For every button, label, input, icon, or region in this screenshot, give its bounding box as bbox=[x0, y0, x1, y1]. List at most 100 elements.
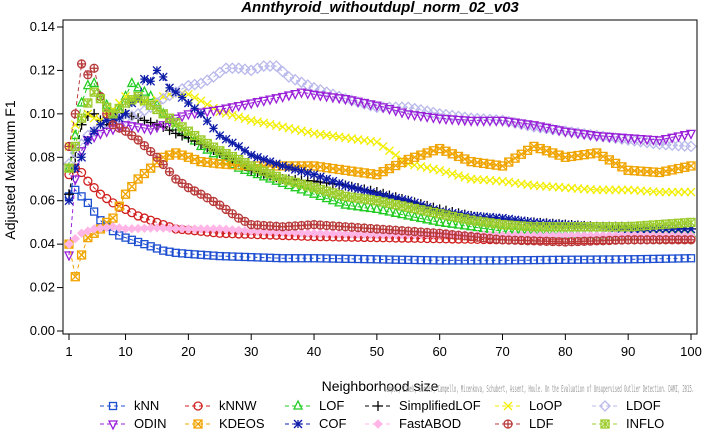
point-cof bbox=[196, 109, 206, 119]
legend-label: ODIN bbox=[134, 416, 167, 431]
x-axis-label: Neighborhood size bbox=[322, 378, 439, 394]
point-odin bbox=[641, 135, 653, 146]
point-loop bbox=[673, 187, 683, 197]
point-loop bbox=[617, 185, 627, 195]
point-knn bbox=[89, 207, 99, 216]
point-loop bbox=[240, 114, 250, 124]
point-fastabod bbox=[114, 223, 124, 233]
point-lof bbox=[346, 199, 357, 210]
point-odin bbox=[252, 98, 263, 109]
point-knn bbox=[184, 249, 193, 259]
point-cof bbox=[309, 170, 319, 180]
point-knn bbox=[190, 250, 199, 259]
point-cof bbox=[353, 184, 363, 194]
x-tick-label: 60 bbox=[432, 344, 446, 359]
point-odin bbox=[63, 251, 75, 262]
point-odin bbox=[497, 116, 508, 127]
point-fastabod bbox=[145, 223, 156, 233]
point-loop bbox=[441, 167, 451, 177]
point-knn bbox=[127, 235, 136, 244]
point-odin bbox=[579, 130, 590, 141]
point-odin bbox=[239, 100, 250, 111]
point-knnw bbox=[108, 198, 118, 208]
point-ldf bbox=[127, 130, 137, 141]
point-cof bbox=[202, 116, 212, 126]
point-ldof bbox=[245, 64, 258, 77]
point-knn bbox=[573, 255, 583, 264]
point-loop bbox=[686, 187, 696, 197]
point-fastabod bbox=[303, 228, 313, 238]
series-loop bbox=[64, 87, 696, 197]
point-fastabod bbox=[171, 223, 181, 234]
point-knn bbox=[77, 192, 86, 201]
point-odin bbox=[258, 96, 269, 107]
point-cof bbox=[146, 76, 156, 86]
point-fastabod bbox=[334, 229, 344, 239]
point-knn bbox=[278, 254, 287, 263]
legend-marker-kdeos bbox=[193, 419, 203, 429]
point-lof bbox=[139, 85, 150, 96]
point-knn bbox=[391, 255, 400, 264]
point-knn bbox=[498, 256, 507, 265]
point-knn bbox=[611, 255, 620, 264]
legend-marker-ldf bbox=[503, 419, 513, 429]
point-lof bbox=[384, 205, 395, 216]
point-fastabod bbox=[246, 226, 256, 236]
point-odin bbox=[390, 106, 401, 117]
point-fastabod bbox=[340, 229, 351, 239]
point-knn bbox=[71, 185, 80, 195]
point-odin bbox=[202, 107, 213, 118]
point-ldf bbox=[146, 146, 156, 157]
point-knn bbox=[259, 253, 268, 262]
legend: kNN kNNW LOF SimplifiedLOF LoOP LDOF ODIN KDEOS… bbox=[100, 398, 664, 431]
point-ldf bbox=[152, 152, 162, 162]
point-fastabod bbox=[296, 228, 307, 238]
point-lof bbox=[428, 214, 439, 225]
point-odin bbox=[133, 123, 144, 134]
legend-item-odin: ODIN bbox=[100, 416, 167, 431]
chart-title: Annthyroid_withoutdupl_norm_02_v03 bbox=[240, 0, 519, 16]
point-odin bbox=[308, 90, 320, 101]
point-ldof bbox=[685, 140, 697, 153]
legend-label: kNNW bbox=[219, 398, 257, 413]
point-knn bbox=[473, 256, 482, 265]
point-lof bbox=[434, 215, 445, 227]
point-odin bbox=[195, 108, 206, 119]
point-odin bbox=[315, 91, 326, 102]
legend-label: LDOF bbox=[626, 398, 661, 413]
point-fastabod bbox=[240, 225, 250, 236]
point-knn bbox=[152, 244, 162, 253]
point-loop bbox=[655, 187, 665, 197]
point-knn bbox=[441, 256, 451, 265]
point-odin bbox=[685, 129, 697, 140]
legend-label: KDEOS bbox=[219, 416, 265, 431]
point-knn bbox=[517, 256, 526, 265]
x-tick-label: 40 bbox=[307, 344, 321, 359]
point-kdeos bbox=[114, 201, 124, 211]
point-odin bbox=[290, 89, 301, 101]
point-odin bbox=[246, 99, 257, 110]
point-inflo bbox=[196, 135, 206, 145]
point-odin bbox=[221, 104, 232, 115]
point-odin bbox=[352, 97, 364, 108]
point-odin bbox=[554, 126, 565, 137]
point-knnw bbox=[83, 176, 93, 186]
point-knnw bbox=[95, 189, 106, 199]
point-fastabod bbox=[183, 224, 194, 234]
point-odin bbox=[271, 94, 282, 105]
point-odin bbox=[340, 95, 351, 106]
point-fastabod bbox=[70, 234, 80, 244]
legend-item-cof: COF bbox=[285, 416, 347, 431]
point-inflo bbox=[409, 203, 420, 214]
point-knn bbox=[209, 251, 218, 260]
point-odin bbox=[145, 125, 156, 136]
point-ldf bbox=[215, 200, 225, 210]
point-odin bbox=[572, 129, 583, 140]
point-kdeos bbox=[70, 272, 80, 282]
point-odin bbox=[623, 134, 634, 145]
point-knnw bbox=[133, 211, 143, 221]
point-odin bbox=[434, 114, 445, 125]
point-knn bbox=[372, 255, 382, 264]
point-kdeos bbox=[76, 250, 87, 260]
point-odin bbox=[440, 114, 452, 126]
